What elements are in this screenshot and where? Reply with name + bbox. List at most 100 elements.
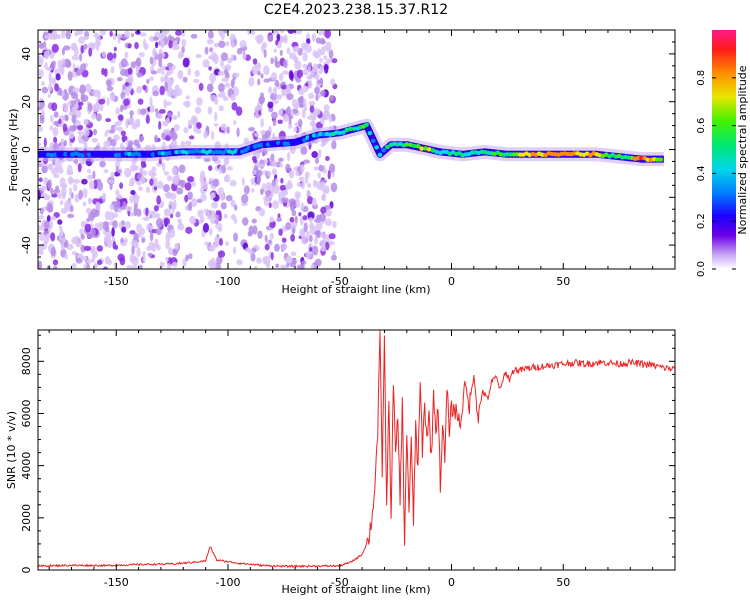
snr-panel: -150 -100 -50 0 50 0 2000 4000 6000 8000 Height o… <box>5 329 676 596</box>
noise-speckle <box>200 180 208 191</box>
noise-speckle <box>103 266 108 269</box>
noise-speckle <box>302 215 308 221</box>
noise-speckle <box>54 161 62 171</box>
noise-speckle <box>53 265 58 269</box>
noise-speckle <box>79 53 83 62</box>
noise-speckle <box>123 98 130 107</box>
noise-speckle <box>269 221 276 229</box>
noise-speckle <box>75 257 83 264</box>
noise-speckle <box>275 263 280 268</box>
noise-speckle <box>160 76 165 83</box>
noise-speckle <box>204 241 209 246</box>
noise-speckle <box>136 223 143 233</box>
noise-speckle <box>47 179 52 189</box>
noise-speckle <box>213 54 219 65</box>
noise-speckle <box>154 134 158 143</box>
noise-speckle <box>72 87 79 94</box>
noise-speckle <box>157 53 163 62</box>
noise-speckle <box>168 229 176 238</box>
noise-speckle <box>177 70 184 80</box>
noise-speckle <box>62 123 68 133</box>
noise-speckle <box>41 192 47 199</box>
noise-speckle <box>313 73 320 80</box>
noise-speckle <box>265 181 272 190</box>
noise-speckle <box>301 179 305 190</box>
noise-speckle <box>61 237 67 243</box>
noise-speckle <box>177 218 182 223</box>
track-cell <box>419 146 425 151</box>
noise-speckle <box>251 218 257 224</box>
noise-speckle <box>272 86 278 95</box>
noise-speckle <box>118 222 123 229</box>
noise-speckle <box>142 216 150 221</box>
noise-speckle <box>87 174 93 180</box>
noise-speckle <box>277 119 283 125</box>
noise-speckle <box>185 226 193 234</box>
noise-speckle <box>91 112 97 120</box>
noise-speckle <box>101 51 106 58</box>
noise-speckle <box>317 30 324 36</box>
noise-speckle <box>77 130 84 136</box>
noise-speckle <box>323 110 330 120</box>
noise-speckle <box>64 201 68 212</box>
noise-speckle <box>95 42 100 51</box>
noise-speckle <box>179 52 185 58</box>
noise-speckle <box>131 33 135 38</box>
noise-speckle <box>190 181 197 187</box>
noise-speckle <box>78 189 83 200</box>
track-cell <box>59 152 65 157</box>
noise-speckle <box>194 69 200 77</box>
noise-speckle <box>158 120 162 130</box>
noise-speckle <box>252 225 258 235</box>
noise-speckle <box>294 194 301 199</box>
noise-speckle <box>301 235 308 245</box>
noise-speckle <box>326 47 331 53</box>
noise-speckle <box>271 99 279 105</box>
noise-speckle <box>127 142 133 149</box>
noise-speckle <box>267 101 274 109</box>
noise-speckle <box>126 264 134 269</box>
track-cell <box>90 152 96 157</box>
noise-speckle <box>171 42 177 51</box>
spectrogram-y-tick-label: -20 <box>20 188 33 206</box>
noise-speckle <box>298 118 303 128</box>
noise-speckle <box>285 182 292 190</box>
noise-speckle <box>184 194 189 203</box>
noise-speckle <box>267 34 274 42</box>
noise-speckle <box>206 212 211 220</box>
noise-speckle <box>287 30 295 34</box>
noise-speckle <box>220 202 227 210</box>
noise-speckle <box>109 203 115 211</box>
noise-speckle <box>304 174 309 184</box>
noise-speckle <box>278 73 284 82</box>
noise-speckle <box>163 210 172 217</box>
noise-speckle <box>292 45 300 52</box>
noise-speckle <box>175 88 183 96</box>
noise-speckle <box>311 116 315 126</box>
noise-speckle <box>327 169 331 180</box>
noise-speckle <box>81 94 89 102</box>
noise-speckle <box>305 251 311 260</box>
track-cell <box>377 152 383 158</box>
noise-speckle <box>219 91 226 99</box>
noise-speckle <box>281 197 289 203</box>
noise-speckle <box>267 86 273 94</box>
noise-speckle <box>210 130 215 140</box>
noise-speckle <box>157 181 164 190</box>
noise-speckle <box>165 117 170 124</box>
noise-speckle <box>112 240 117 250</box>
noise-speckle <box>188 201 193 212</box>
noise-speckle <box>59 228 64 238</box>
noise-speckle <box>207 259 215 268</box>
noise-speckle <box>185 95 190 100</box>
noise-speckle <box>248 126 255 132</box>
noise-speckle <box>217 70 225 76</box>
noise-speckle <box>221 164 227 174</box>
noise-speckle <box>167 62 173 68</box>
noise-speckle <box>145 207 149 217</box>
noise-speckle <box>156 67 162 74</box>
noise-speckle <box>80 44 84 54</box>
noise-speckle <box>129 230 136 235</box>
noise-speckle <box>274 79 280 87</box>
noise-speckle <box>307 211 315 220</box>
